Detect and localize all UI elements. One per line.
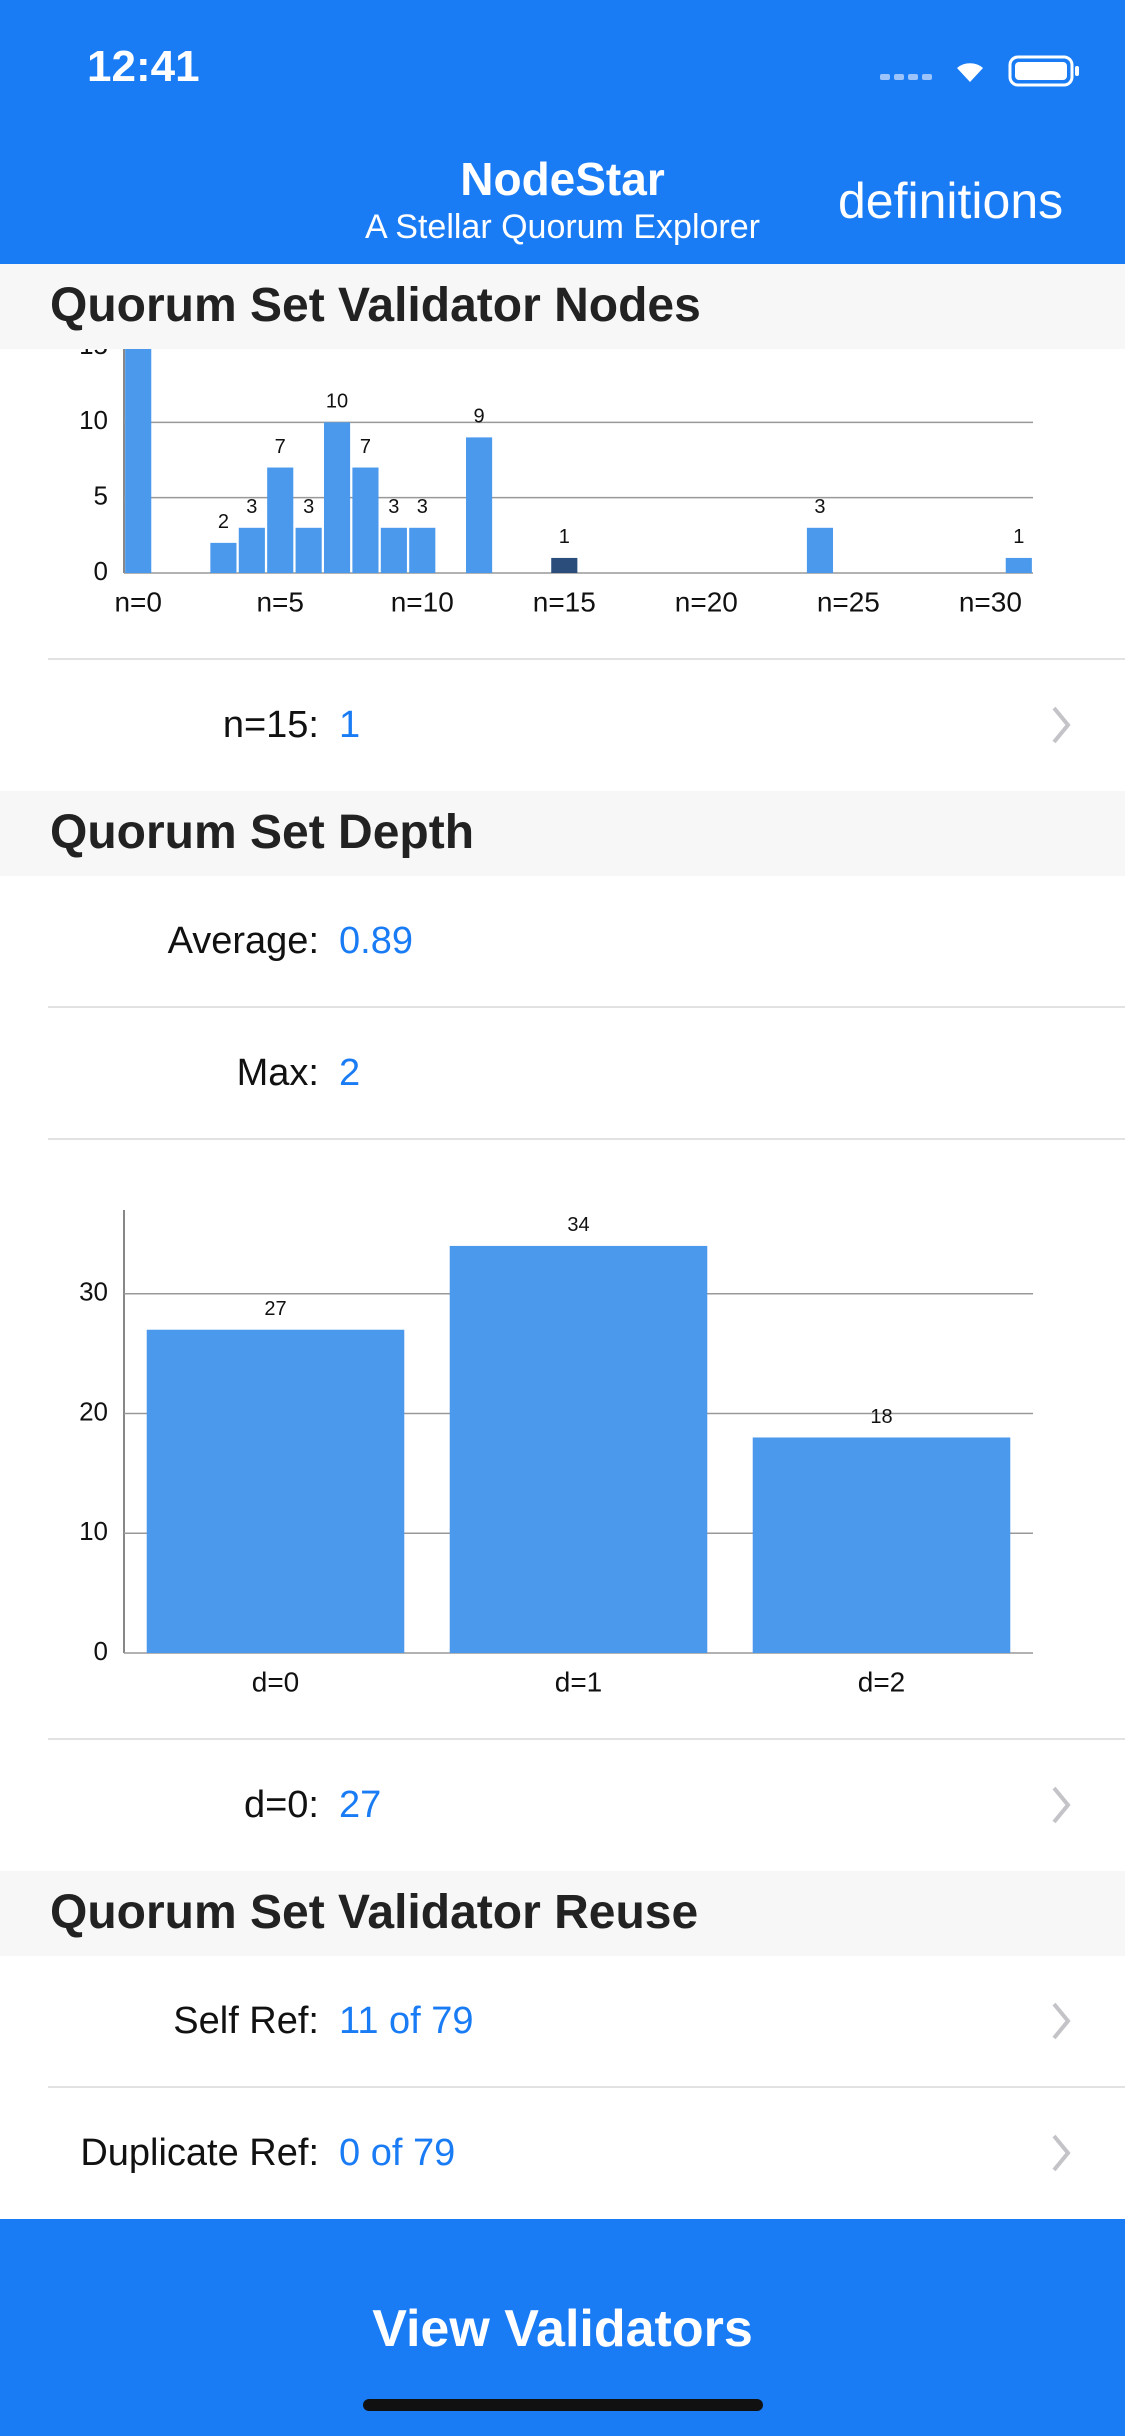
bar bbox=[409, 527, 436, 573]
x-tick-label: d=2 bbox=[858, 1666, 906, 1697]
separator bbox=[48, 658, 1125, 660]
row-value: 2 bbox=[339, 1052, 361, 1094]
bar bbox=[1005, 557, 1032, 573]
bar bbox=[323, 422, 351, 573]
home-indicator bbox=[363, 2399, 763, 2411]
section-title: Quorum Set Validator Nodes bbox=[50, 279, 701, 332]
y-tick-label: 10 bbox=[79, 405, 108, 435]
chevrons bbox=[1052, 706, 1071, 2172]
row-value: 27 bbox=[339, 1784, 382, 1826]
bar bbox=[449, 1245, 708, 1653]
separator bbox=[48, 2086, 1125, 2088]
y-tick-label: 0 bbox=[94, 556, 108, 586]
separator bbox=[48, 1738, 1125, 1740]
bar bbox=[210, 542, 237, 573]
definitions-button[interactable]: definitions bbox=[838, 173, 1064, 229]
section-title: Quorum Set Depth bbox=[50, 806, 475, 859]
view-validators-button[interactable]: View Validators bbox=[0, 2219, 1125, 2436]
data-label: 3 bbox=[814, 496, 825, 518]
nav-title: NodeStar bbox=[460, 153, 665, 205]
x-tick-label: n=0 bbox=[114, 586, 162, 617]
bar bbox=[380, 527, 407, 573]
bar bbox=[238, 527, 265, 573]
nav-subtitle: A Stellar Quorum Explorer bbox=[365, 208, 760, 246]
data-label: 2 bbox=[218, 511, 229, 533]
section-title: Quorum Set Validator Reuse bbox=[50, 1886, 699, 1939]
data-label: 1 bbox=[1013, 526, 1024, 548]
x-tick-label: n=20 bbox=[675, 586, 738, 617]
x-tick-label: d=1 bbox=[555, 1666, 603, 1697]
y-tick-label: 5 bbox=[94, 481, 108, 511]
y-tick-label: 30 bbox=[79, 1277, 108, 1307]
row-value: 1 bbox=[339, 704, 361, 746]
button-label: View Validators bbox=[372, 2300, 753, 2358]
x-tick-label: d=0 bbox=[252, 1666, 300, 1697]
row-label: Duplicate Ref: bbox=[80, 2132, 319, 2174]
x-tick-label: n=10 bbox=[391, 586, 454, 617]
data-label: 10 bbox=[326, 391, 348, 413]
row-label: Max: bbox=[236, 1052, 319, 1094]
data-label: 34 bbox=[567, 1214, 589, 1236]
bar bbox=[267, 467, 294, 573]
y-tick-label: 0 bbox=[94, 1636, 108, 1666]
data-label: 3 bbox=[303, 496, 314, 518]
bar bbox=[146, 1329, 405, 1653]
x-tick-label: n=15 bbox=[533, 586, 596, 617]
separator bbox=[48, 1138, 1125, 1140]
row-label: Self Ref: bbox=[173, 2000, 319, 2042]
x-tick-label: n=5 bbox=[256, 586, 304, 617]
bar bbox=[752, 1437, 1011, 1653]
separator bbox=[48, 1006, 1125, 1008]
row: Average: 0.89 bbox=[0, 876, 1125, 1007]
data-label: 3 bbox=[246, 496, 257, 518]
data-label: 7 bbox=[275, 436, 286, 458]
navigation-bar: 12:41 NodeStar A Stellar Quorum Explorer… bbox=[0, 0, 1125, 264]
bar bbox=[551, 557, 578, 573]
row-label: d=0: bbox=[243, 1784, 319, 1826]
data-label: 3 bbox=[417, 496, 428, 518]
row[interactable]: Duplicate Ref: 0 of 79 bbox=[0, 2088, 1125, 2219]
bar bbox=[295, 527, 322, 573]
row-value: 11 of 79 bbox=[339, 2000, 474, 2042]
x-tick-label: n=30 bbox=[959, 586, 1022, 617]
x-tick-label: n=25 bbox=[817, 586, 880, 617]
status-time: 12:41 bbox=[87, 42, 200, 91]
row[interactable]: Self Ref: 11 of 79 bbox=[0, 1956, 1125, 2087]
row-label: Average: bbox=[167, 920, 319, 962]
data-label: 27 bbox=[264, 1298, 286, 1320]
y-tick-label: 10 bbox=[79, 1516, 108, 1546]
row-value: 0 of 79 bbox=[339, 2132, 456, 2174]
data-label: 1 bbox=[559, 526, 570, 548]
depth-chart: 0 10 20 30 d=0 d=1 d=2 27 34 18 bbox=[79, 1210, 1033, 1697]
bar bbox=[352, 467, 379, 573]
y-tick-label: 20 bbox=[79, 1396, 108, 1426]
data-label: 18 bbox=[870, 1406, 892, 1428]
row[interactable]: n=15: 1 bbox=[0, 660, 1125, 791]
bar bbox=[466, 437, 493, 573]
section-header: Quorum Set Depth bbox=[0, 791, 1125, 876]
status-icons bbox=[880, 55, 1079, 87]
section-header: Quorum Set Validator Nodes bbox=[0, 264, 1125, 349]
data-label: 7 bbox=[360, 436, 371, 458]
row[interactable]: d=0: 27 bbox=[0, 1740, 1125, 1871]
data-label: 3 bbox=[388, 496, 399, 518]
data-label: 9 bbox=[474, 406, 485, 428]
section-header: Quorum Set Validator Reuse bbox=[0, 1871, 1125, 1956]
row: Max: 2 bbox=[0, 1008, 1125, 1139]
row-label: n=15: bbox=[222, 704, 319, 746]
row-value: 0.89 bbox=[339, 920, 413, 962]
bar bbox=[806, 527, 834, 573]
